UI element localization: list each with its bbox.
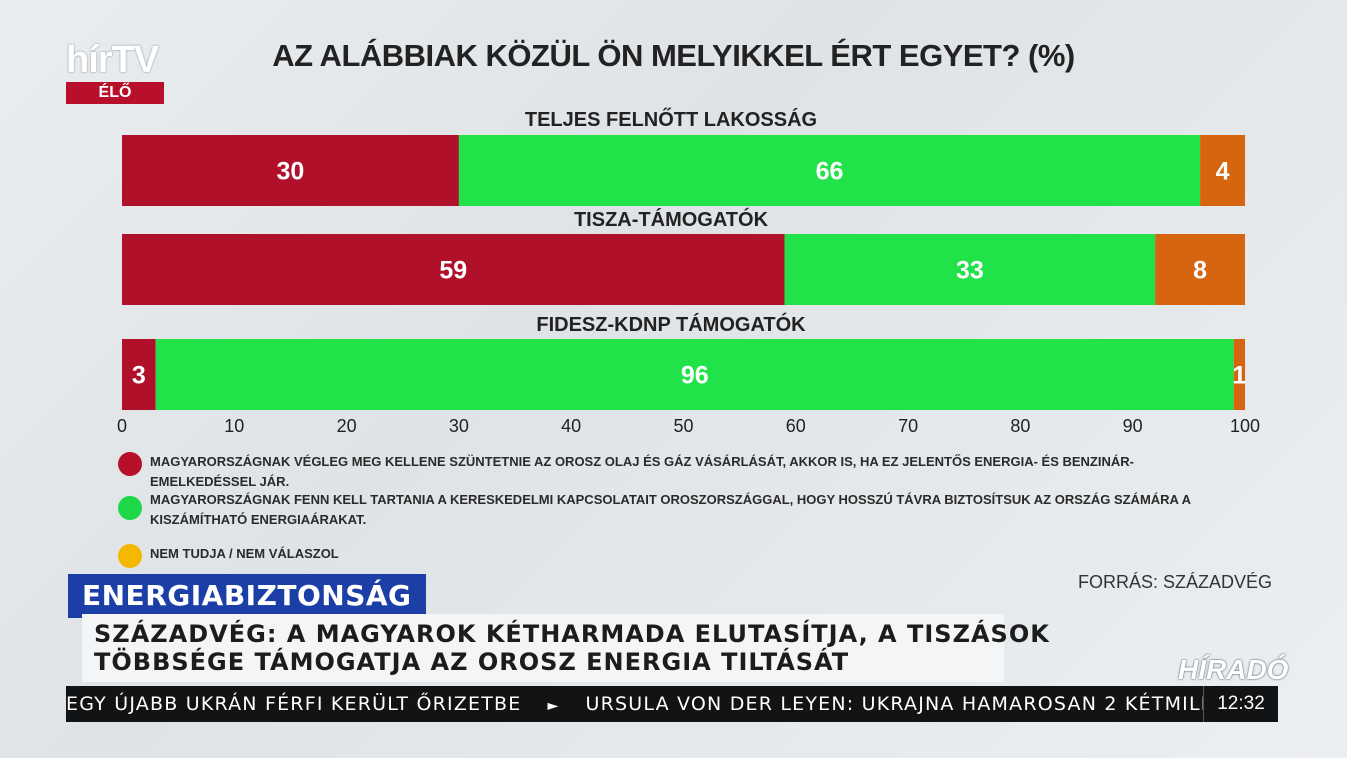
data-label: 59 [439,257,467,285]
news-program-logo: HÍRADÓ [1178,654,1289,685]
bar-segment [155,339,1234,410]
bar-segment [1200,135,1245,206]
bar-segment [458,135,1201,206]
data-label: 66 [816,158,844,186]
data-label: 33 [956,257,984,285]
legend-dot-green [118,496,142,520]
chart-title: AZ ALÁBBIAK KÖZÜL ÖN MELYIKKEL ÉRT EGYET… [272,38,1075,73]
headline-box: SZÁZADVÉG: A MAGYAROK KÉTHARMADA ELUTASÍ… [82,614,1050,682]
x-tick-label: 60 [786,416,806,436]
data-label: 30 [277,158,305,186]
x-tick-label: 80 [1010,416,1030,436]
legend-label: MAGYARORSZÁGNAK FENN KELL TARTANIA A KER… [150,492,1191,527]
legend-item-keep-trade-relations: MAGYARORSZÁGNAK FENN KELL TARTANIA A KER… [118,490,1238,532]
chart-legend: MAGYARORSZÁGNAK VÉGLEG MEG KELLENE SZÜNT… [118,452,1238,568]
category-label: TISZA-TÁMOGATÓK [574,207,769,231]
ticker-separator-icon: ► [547,698,560,714]
legend-dot-red [118,452,142,476]
data-label: 8 [1193,257,1207,285]
headline-line-1: SZÁZADVÉG: A MAGYAROK KÉTHARMADA ELUTASÍ… [94,620,1050,648]
bar-segment [122,135,459,206]
x-tick-label: 0 [117,416,127,436]
source-label: FORRÁS: SZÁZADVÉG [1077,572,1272,592]
category-label: TELJES FELNŐTT LAKOSSÁG [525,108,817,131]
topic-banner: ENERGIABIZTONSÁG [68,574,426,618]
x-tick-label: 20 [337,416,357,436]
x-tick-label: 30 [449,416,469,436]
bar-segment [1233,339,1245,410]
channel-logo-text: hírTV [66,39,159,81]
data-label: 1 [1232,362,1246,390]
legend-dot-yellow [118,544,142,568]
legend-item-dont-know: NEM TUDJA / NEM VÁLASZOL [118,544,1238,568]
ticker-item: EGY ÚJABB UKRÁN FÉRFI KERÜLT ŐRIZETBE [66,693,522,715]
data-label: 96 [681,362,709,390]
ticker-item: URSULA VON DER LEYEN: UKRAJNA HAMAROSAN … [585,693,1264,715]
clock: 12:32 [1203,686,1278,722]
bar-segment [122,339,156,410]
channel-logo: hírTV ÉLŐ [66,40,166,104]
x-tick-label: 70 [898,416,918,436]
x-tick-label: 50 [673,416,693,436]
x-tick-label: 10 [224,416,244,436]
x-tick-label: 40 [561,416,581,436]
live-badge: ÉLŐ [66,82,164,104]
bar-segment [122,234,785,305]
legend-label: NEM TUDJA / NEM VÁLASZOL [150,546,339,561]
headline-line-2: TÖBBSÉGE TÁMOGATJA AZ OROSZ ENERGIA TILT… [94,648,850,676]
category-label: FIDESZ-KDNP TÁMOGATÓK [536,312,806,336]
legend-label: MAGYARORSZÁGNAK VÉGLEG MEG KELLENE SZÜNT… [150,454,1134,489]
bar-segment [784,234,1156,305]
legend-item-stop-russian-energy: MAGYARORSZÁGNAK VÉGLEG MEG KELLENE SZÜNT… [118,452,1238,489]
x-tick-label: 90 [1123,416,1143,436]
bar-segment [1155,234,1245,305]
data-label: 4 [1216,158,1230,186]
x-tick-label: 100 [1230,416,1260,436]
ticker-text: EGY ÚJABB UKRÁN FÉRFI KERÜLT ŐRIZETBE ► UR… [66,686,1264,722]
news-ticker: EGY ÚJABB UKRÁN FÉRFI KERÜLT ŐRIZETBE ► UR… [66,686,1278,722]
data-label: 3 [132,362,146,390]
